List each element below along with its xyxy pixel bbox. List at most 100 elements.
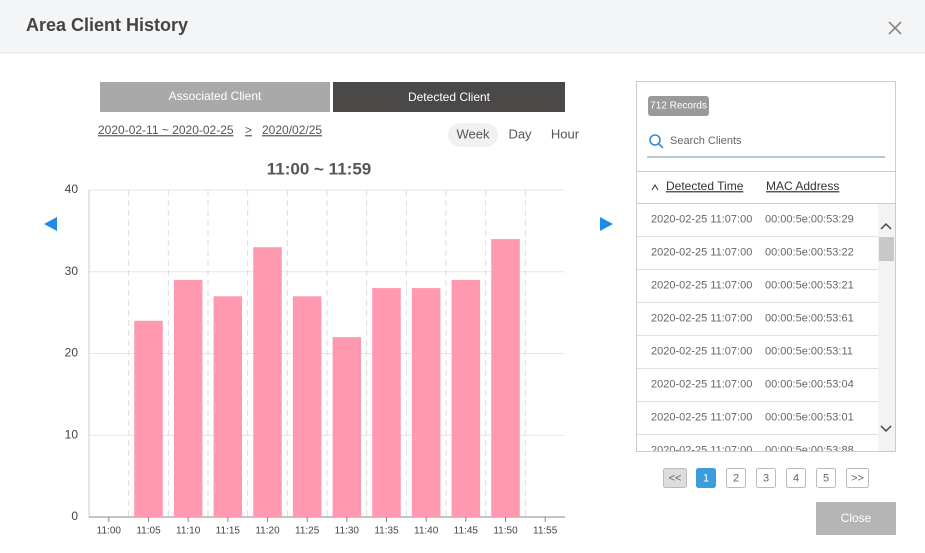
scroll-down[interactable]	[880, 425, 892, 433]
search-icon	[649, 134, 664, 149]
period-button[interactable]: Day	[508, 126, 532, 141]
scrollbar-thumb[interactable]	[879, 237, 894, 261]
x-tick-label: 11:45	[454, 526, 479, 537]
close-icon[interactable]	[888, 21, 902, 35]
x-tick-label: 11:05	[136, 526, 161, 537]
header-bar	[0, 0, 925, 53]
page-label[interactable]: 2	[733, 472, 739, 484]
cell-time: 2020-02-25 11:07:00	[651, 279, 752, 291]
bar	[173, 279, 203, 517]
records-badge	[648, 96, 709, 116]
dialog-title: Area Client History	[26, 15, 188, 35]
chart-title: 11:00 ~ 11:59	[267, 159, 371, 178]
chart: 0 10 20 30 40 11:00 11:05 11:10 11:15 11:20 11:25 1…	[65, 182, 565, 537]
table-row[interactable]: 2020-02-25 11:07:00 00:00:5e:00:53:04	[637, 378, 878, 402]
x-tick-label: 11:10	[176, 526, 201, 537]
x-tick-label: 11:50	[493, 526, 518, 537]
scroll-up[interactable]	[880, 222, 892, 230]
bar	[213, 296, 243, 517]
cell-mac: 00:00:5e:00:53:21	[765, 279, 854, 291]
page-button[interactable]	[846, 468, 869, 488]
period-active-bg	[448, 123, 498, 147]
x-tick-label: 11:35	[374, 526, 399, 537]
y-tick-label: 10	[65, 427, 79, 441]
page-label[interactable]: 4	[793, 472, 799, 484]
bar	[451, 279, 481, 517]
table-row[interactable]: 2020-02-25 11:07:00 00:00:5e:00:53:88	[637, 444, 878, 467]
tab-associated[interactable]	[100, 82, 330, 112]
page-label[interactable]: 1	[703, 472, 709, 484]
y-tick-label: 20	[65, 346, 79, 360]
page-button[interactable]	[786, 468, 806, 488]
x-tick-label: 11:55	[533, 526, 558, 537]
table-row[interactable]: 2020-02-25 11:07:00 00:00:5e:00:53:01	[637, 411, 878, 435]
table-row[interactable]: 2020-02-25 11:07:00 00:00:5e:00:53:22	[637, 246, 878, 270]
prev-arrow[interactable]	[44, 217, 57, 231]
tab-label[interactable]: Detected Client	[408, 90, 491, 104]
close-button[interactable]	[816, 502, 896, 535]
client-panel	[636, 81, 896, 452]
tab-label[interactable]: Associated Client	[169, 89, 262, 103]
pagination: << 1 2 3 4 5 >>	[663, 468, 869, 488]
x-tick-label: 11:30	[335, 526, 360, 537]
bar	[372, 288, 401, 517]
bar	[491, 239, 520, 518]
x-tick-label: 11:20	[255, 526, 280, 537]
x-tick-label: 11:00	[97, 526, 122, 537]
search-input[interactable]: Search Clients	[670, 135, 742, 147]
cell-mac: 00:00:5e:00:53:01	[765, 411, 854, 423]
date-range-link[interactable]: 2020-02-11 ~ 2020-02-25	[98, 123, 234, 137]
page-button[interactable]	[816, 468, 836, 488]
page-label[interactable]: 3	[763, 472, 769, 484]
cell-mac: 00:00:5e:00:53:88	[765, 444, 854, 456]
x-tick-label: 11:15	[216, 526, 241, 537]
bar	[134, 320, 163, 517]
cell-time: 2020-02-25 11:07:00	[651, 246, 752, 258]
bar	[332, 337, 362, 517]
page-label[interactable]: >>	[851, 472, 864, 484]
page-label[interactable]: <<	[669, 472, 682, 484]
y-tick-label: 40	[65, 182, 79, 196]
cell-time: 2020-02-25 11:07:00	[651, 345, 752, 357]
column-header[interactable]: Detected Time	[666, 179, 744, 193]
period-button[interactable]: Week	[457, 126, 490, 141]
next-arrow[interactable]	[600, 217, 613, 231]
table-row[interactable]: 2020-02-25 11:07:00 00:00:5e:00:53:21	[637, 279, 878, 303]
cell-mac: 00:00:5e:00:53:11	[765, 345, 853, 357]
page-button[interactable]	[756, 468, 776, 488]
cell-mac: 00:00:5e:00:53:29	[765, 213, 854, 225]
cell-time: 2020-02-25 11:07:00	[651, 411, 752, 423]
records-badge-text: 712 Records	[650, 101, 707, 112]
cell-time: 2020-02-25 11:07:00	[651, 312, 752, 324]
sort-icon[interactable]	[651, 184, 659, 191]
cell-time: 2020-02-25 11:07:00	[651, 378, 752, 390]
date-selected-link[interactable]: 2020/02/25	[262, 123, 322, 137]
close-button-label[interactable]: Close	[841, 511, 872, 525]
tab-detected[interactable]	[333, 82, 565, 112]
table-row[interactable]: 2020-02-25 11:07:00 00:00:5e:00:53:29	[637, 213, 878, 237]
page-button[interactable]	[696, 468, 716, 488]
x-tick-label: 11:25	[295, 526, 320, 537]
bar	[292, 296, 322, 517]
date-separator: >	[245, 123, 252, 137]
cell-mac: 00:00:5e:00:53:04	[765, 378, 854, 390]
table-row[interactable]: 2020-02-25 11:07:00 00:00:5e:00:53:61	[637, 312, 878, 336]
page-label[interactable]: 5	[823, 472, 829, 484]
period-button[interactable]: Hour	[551, 126, 580, 141]
x-tick-label: 11:40	[414, 526, 439, 537]
cell-time: 2020-02-25 11:07:00	[651, 444, 752, 456]
cell-mac: 00:00:5e:00:53:22	[765, 246, 854, 258]
cell-time: 2020-02-25 11:07:00	[651, 213, 752, 225]
table-row[interactable]: 2020-02-25 11:07:00 00:00:5e:00:53:11	[637, 345, 878, 369]
column-header[interactable]: MAC Address	[766, 179, 839, 193]
y-tick-label: 0	[71, 509, 78, 523]
scrollbar[interactable]	[878, 204, 895, 451]
table-body: 2020-02-25 11:07:00 00:00:5e:00:53:292020…	[637, 213, 878, 467]
bar	[411, 288, 441, 517]
page-button[interactable]	[726, 468, 746, 488]
bar	[253, 247, 282, 517]
page-button[interactable]	[663, 468, 687, 488]
cell-mac: 00:00:5e:00:53:61	[765, 312, 854, 324]
y-tick-label: 30	[65, 264, 79, 278]
